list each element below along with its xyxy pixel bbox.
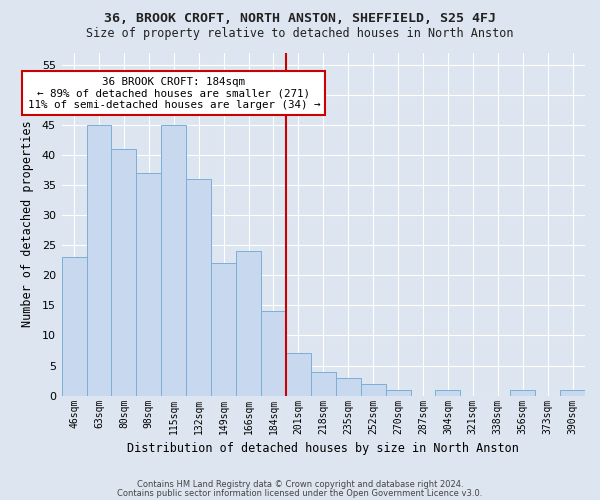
Bar xyxy=(361,384,386,396)
Bar xyxy=(62,257,86,396)
Bar xyxy=(560,390,585,396)
X-axis label: Distribution of detached houses by size in North Anston: Distribution of detached houses by size … xyxy=(127,442,519,455)
Bar xyxy=(211,263,236,396)
Bar xyxy=(510,390,535,396)
Bar xyxy=(86,124,112,396)
Text: 36 BROOK CROFT: 184sqm  
← 89% of detached houses are smaller (271)
11% of semi-: 36 BROOK CROFT: 184sqm ← 89% of detached… xyxy=(28,76,320,110)
Bar xyxy=(112,149,136,396)
Text: Contains HM Land Registry data © Crown copyright and database right 2024.: Contains HM Land Registry data © Crown c… xyxy=(137,480,463,489)
Bar xyxy=(311,372,336,396)
Bar xyxy=(186,179,211,396)
Bar xyxy=(236,251,261,396)
Bar xyxy=(336,378,361,396)
Text: Size of property relative to detached houses in North Anston: Size of property relative to detached ho… xyxy=(86,28,514,40)
Bar xyxy=(136,173,161,396)
Bar xyxy=(386,390,410,396)
Bar xyxy=(436,390,460,396)
Y-axis label: Number of detached properties: Number of detached properties xyxy=(20,121,34,328)
Bar xyxy=(286,354,311,396)
Bar xyxy=(161,124,186,396)
Text: Contains public sector information licensed under the Open Government Licence v3: Contains public sector information licen… xyxy=(118,488,482,498)
Bar xyxy=(261,312,286,396)
Text: 36, BROOK CROFT, NORTH ANSTON, SHEFFIELD, S25 4FJ: 36, BROOK CROFT, NORTH ANSTON, SHEFFIELD… xyxy=(104,12,496,26)
